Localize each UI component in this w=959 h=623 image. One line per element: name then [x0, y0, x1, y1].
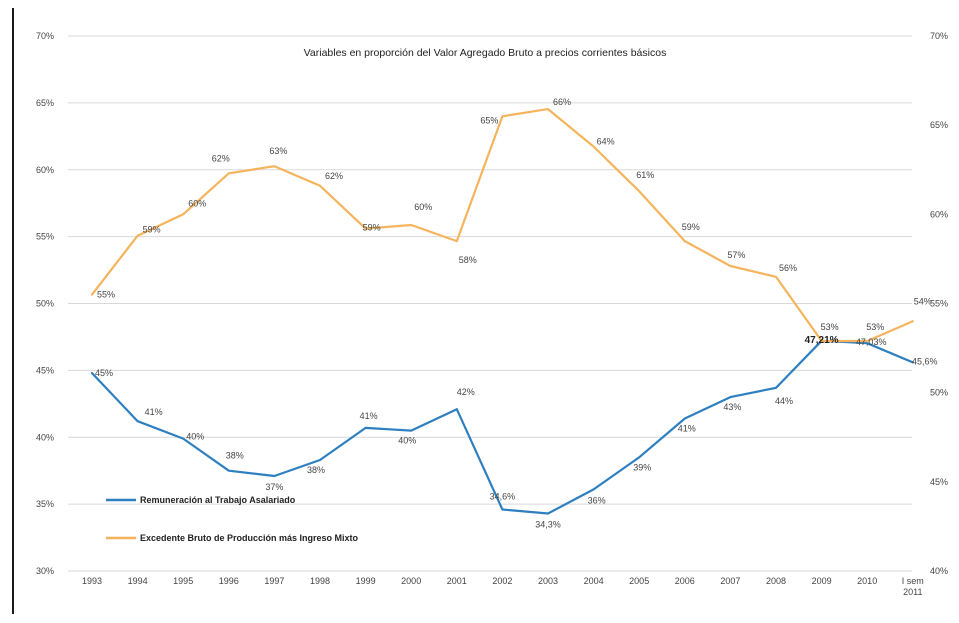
series-line-remuneracion [90, 339, 914, 515]
y-left-tick-label: 45% [36, 365, 54, 375]
data-label: 41% [145, 407, 163, 417]
data-label: 41% [360, 411, 378, 421]
data-label: 34,6% [490, 491, 516, 501]
data-label: 63% [269, 146, 287, 156]
y-left-tick-label: 55% [36, 232, 54, 242]
y-left-tick-label: 70% [36, 31, 54, 41]
x-tick-label: 2007 [720, 576, 740, 586]
x-tick-label: 2005 [629, 576, 649, 586]
legend-entry: Excedente Bruto de Producción más Ingres… [140, 533, 359, 543]
data-label: 34,3% [535, 519, 561, 529]
y-left-tick-label: 60% [36, 165, 54, 175]
y-left-tick-label: 35% [36, 499, 54, 509]
data-label: 62% [212, 153, 230, 163]
x-tick-label: 2010 [857, 576, 877, 586]
data-label: 60% [188, 198, 206, 208]
data-label: 36% [588, 495, 606, 505]
data-label: 59% [143, 225, 161, 235]
x-tick-label: 2003 [538, 576, 558, 586]
data-label: 54% [914, 296, 932, 306]
data-label: 38% [226, 451, 244, 461]
x-tick-label: 2006 [675, 576, 695, 586]
data-label: 57% [727, 250, 745, 260]
x-tick-label: 2008 [766, 576, 786, 586]
data-label: 62% [325, 171, 343, 181]
data-label: 61% [636, 170, 654, 180]
x-tick-label: 1997 [264, 576, 284, 586]
data-label: 40% [186, 432, 204, 442]
data-label: 65% [480, 115, 498, 125]
data-label: 39% [633, 462, 651, 472]
data-label: 45% [95, 368, 113, 378]
data-label: 40% [398, 436, 416, 446]
y-left-tick-label: 30% [36, 566, 54, 576]
x-tick-label: 2009 [812, 576, 832, 586]
data-label: 59% [363, 223, 381, 233]
x-tick-label: 1999 [356, 576, 376, 586]
x-tick-label: 1993 [82, 576, 102, 586]
x-tick-label: 2000 [401, 576, 421, 586]
x-tick-label: 1998 [310, 576, 330, 586]
data-label: 47,03% [856, 337, 887, 347]
y-right-tick-label: 65% [930, 120, 948, 130]
x-tick-label: I sem 2011 [902, 576, 924, 597]
data-label: 59% [682, 222, 700, 232]
data-label: 53% [866, 322, 884, 332]
x-tick-label: 1996 [219, 576, 239, 586]
data-label: 38% [307, 465, 325, 475]
data-label: 45,6% [912, 356, 938, 366]
y-right-tick-label: 70% [930, 31, 948, 41]
y-right-tick-label: 55% [930, 299, 948, 309]
legend-entry: Remuneración al Trabajo Asalariado [140, 495, 296, 505]
data-label: 47,21% [805, 335, 839, 346]
x-tick-label: 2004 [584, 576, 604, 586]
x-tick-label: 2002 [492, 576, 512, 586]
data-label: 37% [265, 482, 283, 492]
data-label: 60% [414, 202, 432, 212]
data-label: 66% [553, 97, 571, 107]
data-label: 56% [779, 263, 797, 273]
data-label: 53% [821, 322, 839, 332]
x-tick-label: 2001 [447, 576, 467, 586]
data-label: 64% [597, 137, 615, 147]
data-label: 58% [459, 255, 477, 265]
y-left-tick-label: 50% [36, 299, 54, 309]
data-label: 44% [775, 396, 793, 406]
data-label: 41% [678, 424, 696, 434]
y-left-tick-label: 40% [36, 432, 54, 442]
y-left-tick-label: 65% [36, 98, 54, 108]
series-line-excedente [90, 107, 914, 343]
data-label: 43% [723, 402, 741, 412]
left-border-rule [12, 8, 14, 614]
chart-title: Variables en proporción del Valor Agrega… [304, 47, 667, 59]
y-right-tick-label: 45% [930, 477, 948, 487]
data-label: 42% [457, 387, 475, 397]
y-right-tick-label: 50% [930, 388, 948, 398]
x-tick-label: 1994 [128, 576, 148, 586]
y-right-tick-label: 40% [930, 566, 948, 576]
data-label: 55% [97, 290, 115, 300]
y-right-tick-label: 60% [930, 209, 948, 219]
x-tick-label: 1995 [173, 576, 193, 586]
